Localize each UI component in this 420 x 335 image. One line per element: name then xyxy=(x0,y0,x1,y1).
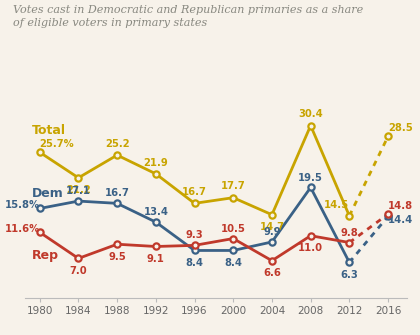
Text: 9.5: 9.5 xyxy=(108,252,126,262)
Text: 14.8: 14.8 xyxy=(388,201,413,211)
Text: 14.7: 14.7 xyxy=(260,222,284,232)
Text: 17.7: 17.7 xyxy=(221,181,246,191)
Text: 14.5: 14.5 xyxy=(324,200,349,209)
Text: 30.4: 30.4 xyxy=(298,109,323,119)
Text: 6.6: 6.6 xyxy=(263,268,281,278)
Text: 21.2: 21.2 xyxy=(66,185,91,195)
Text: 13.4: 13.4 xyxy=(143,207,168,217)
Text: 28.5: 28.5 xyxy=(388,123,413,133)
Text: 19.5: 19.5 xyxy=(298,173,323,183)
Text: 25.7%: 25.7% xyxy=(40,139,74,149)
Text: 16.7: 16.7 xyxy=(105,188,129,198)
Text: Rep: Rep xyxy=(32,249,59,262)
Text: of eligible voters in primary states: of eligible voters in primary states xyxy=(13,18,207,28)
Text: 7.0: 7.0 xyxy=(70,266,87,276)
Text: 21.9: 21.9 xyxy=(144,157,168,168)
Text: 9.8: 9.8 xyxy=(341,227,358,238)
Text: 25.2: 25.2 xyxy=(105,139,129,149)
Text: Dem: Dem xyxy=(32,187,64,200)
Text: 11.6%: 11.6% xyxy=(5,224,40,234)
Text: Votes cast in Democratic and Republican primaries as a share: Votes cast in Democratic and Republican … xyxy=(13,5,363,15)
Text: 16.7: 16.7 xyxy=(182,187,207,197)
Text: 11.0: 11.0 xyxy=(298,243,323,253)
Text: 14.4: 14.4 xyxy=(388,215,413,225)
Text: 8.4: 8.4 xyxy=(186,258,204,268)
Text: 6.3: 6.3 xyxy=(341,270,358,280)
Text: 10.5: 10.5 xyxy=(221,223,246,233)
Text: 15.8%: 15.8% xyxy=(5,200,40,210)
Text: 8.4: 8.4 xyxy=(224,258,242,268)
Text: 9.1: 9.1 xyxy=(147,254,165,264)
Text: 9.9: 9.9 xyxy=(263,227,281,237)
Text: 17.1: 17.1 xyxy=(66,186,91,196)
Text: Total: Total xyxy=(32,124,66,137)
Text: 9.3: 9.3 xyxy=(186,230,203,241)
